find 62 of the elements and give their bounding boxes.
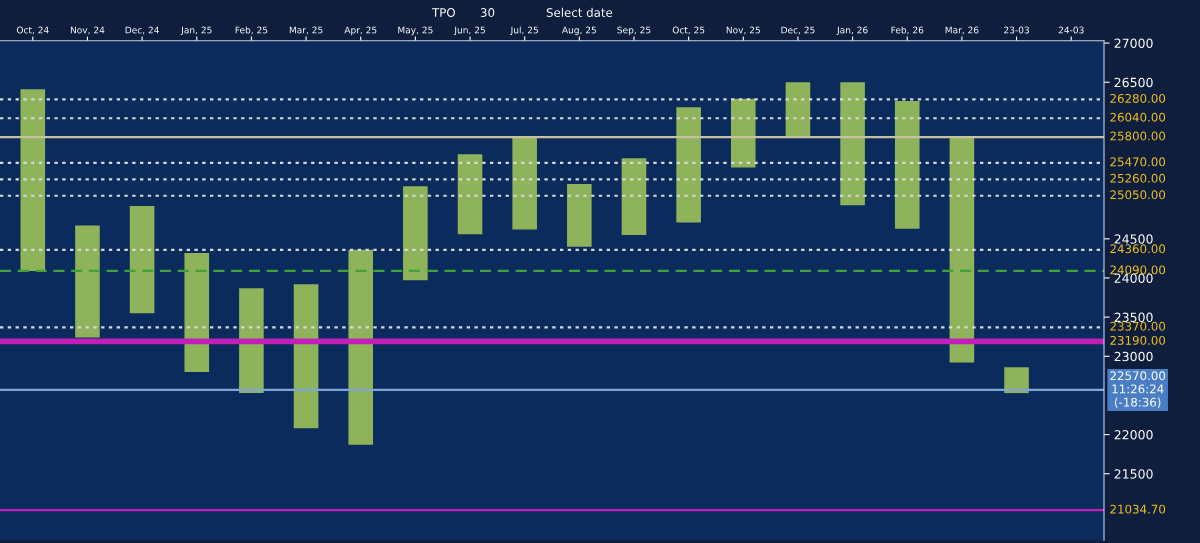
x-tick-label: Mar, 25 bbox=[289, 26, 323, 35]
bar bbox=[293, 284, 319, 429]
bar bbox=[949, 137, 975, 363]
x-tick-label: Jan, 26 bbox=[836, 26, 868, 36]
x-tick-label: May, 25 bbox=[398, 26, 433, 36]
ref-line-label: 26040.00 bbox=[1110, 112, 1166, 122]
x-tick-label: Jan, 25 bbox=[180, 26, 212, 36]
text: TPO bbox=[431, 8, 455, 17]
bar bbox=[785, 82, 811, 138]
x-tick-label: Feb, 26 bbox=[891, 26, 924, 35]
ref-line-label: 23370.00 bbox=[1110, 321, 1166, 331]
bar bbox=[75, 225, 100, 338]
x-tick-label: Nov, 25 bbox=[726, 26, 760, 35]
x-tick-label: Apr, 25 bbox=[344, 26, 377, 36]
x-tick-label: Oct, 24 bbox=[16, 26, 49, 35]
ref-line-label: 21034.70 bbox=[1110, 504, 1166, 514]
bar bbox=[348, 249, 374, 445]
x-tick-label: Mar, 26 bbox=[945, 26, 979, 35]
y-tick-label: 23500 bbox=[1114, 312, 1153, 323]
bar bbox=[621, 158, 647, 235]
bar bbox=[567, 184, 592, 247]
x-tick-label: Aug, 25 bbox=[561, 26, 596, 36]
ref-line-label: 23190.00 bbox=[1110, 335, 1166, 345]
bar bbox=[239, 288, 264, 394]
bar bbox=[676, 107, 701, 223]
ref-line-label: 25800.00 bbox=[1110, 131, 1166, 141]
y-tick-label: 27000 bbox=[1114, 38, 1153, 48]
y-tick-label: 24500 bbox=[1114, 234, 1153, 244]
x-tick-label: Nov, 24 bbox=[70, 26, 105, 35]
bar bbox=[20, 89, 46, 271]
x-tick-label: Sep, 25 bbox=[617, 26, 651, 36]
y-tick-label: 22000 bbox=[1114, 430, 1153, 440]
bar bbox=[1004, 367, 1029, 394]
x-tick-label: Feb, 25 bbox=[235, 26, 268, 35]
ref-line-label: 24360.00 bbox=[1110, 244, 1166, 254]
text: Select date bbox=[546, 7, 613, 17]
bar bbox=[403, 186, 428, 281]
bar bbox=[840, 82, 865, 206]
ref-line-label: 25050.00 bbox=[1110, 190, 1166, 200]
text: 30 bbox=[480, 8, 495, 17]
bar bbox=[129, 205, 155, 314]
y-tick-label: 21500 bbox=[1114, 469, 1153, 479]
x-tick-label: 23-03 bbox=[1004, 26, 1029, 34]
bar bbox=[512, 137, 537, 230]
bar bbox=[894, 101, 920, 229]
bar bbox=[730, 98, 756, 168]
bar bbox=[184, 252, 210, 372]
x-tick-label: Oct, 25 bbox=[672, 26, 705, 35]
y-tick-label: 26500 bbox=[1114, 77, 1153, 88]
x-tick-label: Dec, 24 bbox=[125, 26, 159, 35]
ref-line-label: 25260.00 bbox=[1110, 173, 1166, 183]
x-tick-label: Dec, 25 bbox=[781, 26, 815, 35]
ref-line-label: 25470.00 bbox=[1110, 157, 1166, 167]
bar bbox=[457, 154, 483, 235]
ref-line-label: 22570.00 11:26:24 (-18:36) bbox=[1110, 371, 1166, 408]
x-tick-label: 24-03 bbox=[1058, 26, 1084, 34]
ref-line-label: 26280.00 bbox=[1110, 93, 1166, 103]
x-tick-label: Jul, 25 bbox=[510, 26, 538, 36]
y-tick-label: 24000 bbox=[1114, 273, 1153, 283]
x-tick-label: Jun, 25 bbox=[453, 26, 485, 36]
ref-line-label: 24090.00 bbox=[1110, 265, 1166, 275]
y-tick-label: 23000 bbox=[1114, 351, 1153, 362]
